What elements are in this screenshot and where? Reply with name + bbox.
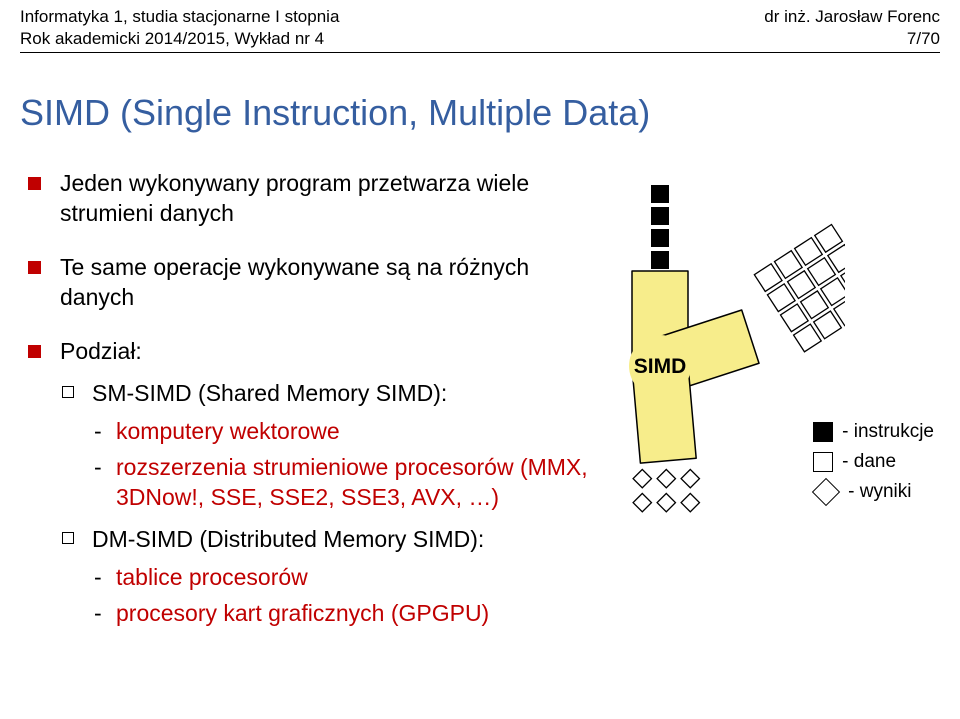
simd-diagram: SIMD [555,156,845,516]
bullet-level1: Jeden wykonywany program przetwarza wiel… [28,168,588,228]
bullet-level1: Podział: [28,336,588,366]
header-left-line2: Rok akademicki 2014/2015, Wykład nr 4 [20,28,339,50]
header-left-line1: Informatyka 1, studia stacjonarne I stop… [20,6,339,28]
bullet-level3: procesory kart graficznych (GPGPU) [28,598,588,628]
page-title: SIMD (Single Instruction, Multiple Data) [20,92,650,134]
legend-label: - instrukcje [842,418,934,446]
header-right-line2: 7/70 [764,28,940,50]
bullet-level3: komputery wektorowe [28,416,588,446]
content-list: Jeden wykonywany program przetwarza wiel… [28,168,588,634]
bullet-level1: Te same operacje wykonywane są na różnyc… [28,252,588,312]
header-left: Informatyka 1, studia stacjonarne I stop… [20,6,339,50]
legend-label: - wyniki [848,478,911,506]
legend-label: - dane [842,448,896,476]
header-right: dr inż. Jarosław Forenc 7/70 [764,6,940,50]
bullet-level3: rozszerzenia strumieniowe procesorów (MM… [28,452,588,512]
header-divider [20,52,940,53]
bullet-level3: tablice procesorów [28,562,588,592]
bullet-level2: SM-SIMD (Shared Memory SIMD): [28,378,588,408]
bullet-level2: DM-SIMD (Distributed Memory SIMD): [28,524,588,554]
header-right-line1: dr inż. Jarosław Forenc [764,6,940,28]
svg-text:SIMD: SIMD [634,355,687,378]
